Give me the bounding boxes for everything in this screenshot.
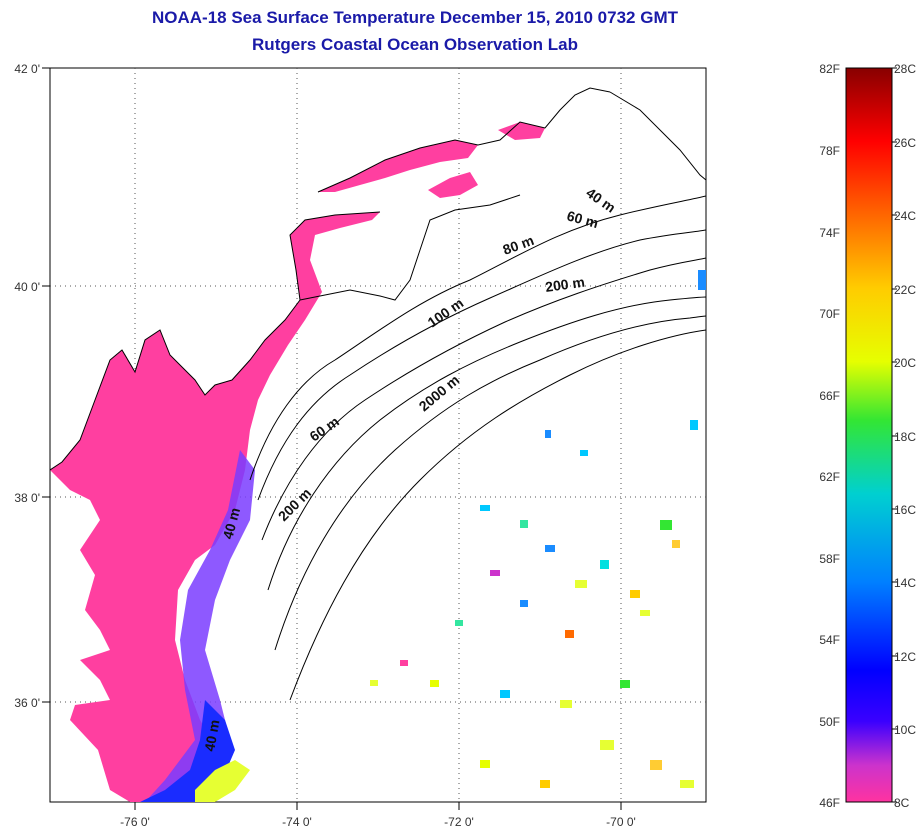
lon-tick-label: -70 0': [606, 815, 636, 829]
sst-sound-band: [428, 172, 478, 198]
colorbar-ticks: [892, 67, 897, 803]
colorbar-c-label: 12C: [894, 650, 916, 664]
colorbar: [845, 67, 893, 803]
depth-contours: [249, 195, 706, 701]
map-title: NOAA-18 Sea Surface Temperature December…: [152, 8, 678, 27]
colorbar-f-label: 62F: [819, 470, 840, 484]
colorbar-c-label: 20C: [894, 356, 916, 370]
colorbar-c-label: 18C: [894, 430, 916, 444]
sst-coastal-band: [50, 212, 380, 802]
sst-cape-cod-band: [498, 122, 545, 140]
contour-label: 200 m: [544, 274, 586, 295]
lon-tick-labels: -76 0' -74 0' -72 0' -70 0': [120, 815, 636, 829]
contour-label: 40 m: [219, 506, 243, 541]
colorbar-f-label: 46F: [819, 796, 840, 810]
sst-warm-patch: [195, 760, 250, 802]
colorbar-c-label: 14C: [894, 576, 916, 590]
sst-longisland-band: [318, 140, 478, 192]
colorbar-f-label: 74F: [819, 226, 840, 240]
map-subtitle: Rutgers Coastal Ocean Observation Lab: [252, 35, 578, 54]
colorbar-c-label: 26C: [894, 136, 916, 150]
colorbar-f-label: 82F: [819, 62, 840, 76]
sst-mid-band: [145, 450, 255, 802]
lat-tick-labels: 42 0' 40 0' 38 0' 36 0': [14, 62, 40, 710]
colorbar-f-label: 58F: [819, 552, 840, 566]
lon-tick-label: -72 0': [444, 815, 474, 829]
contour-label: 60 m: [565, 207, 600, 231]
frame-ticks: [42, 67, 622, 810]
lon-tick-label: -76 0': [120, 815, 150, 829]
lon-tick-label: -74 0': [282, 815, 312, 829]
map-layers: 40 m 60 m 80 m 200 m 100 m 2000 m 60 m 2…: [50, 68, 706, 802]
colorbar-c-labels: 28C 26C 24C 22C 20C 18C 16C 14C 12C 10C …: [894, 62, 916, 810]
colorbar-c-label: 16C: [894, 503, 916, 517]
colorbar-c-label: 28C: [894, 62, 916, 76]
colorbar-f-label: 66F: [819, 389, 840, 403]
coastline: [50, 87, 706, 471]
colorbar-f-label: 54F: [819, 633, 840, 647]
colorbar-c-label: 24C: [894, 209, 916, 223]
colorbar-c-label: 8C: [894, 796, 910, 810]
lat-tick-label: 42 0': [14, 62, 40, 76]
lat-tick-label: 36 0': [14, 696, 40, 710]
lat-tick-label: 40 0': [14, 280, 40, 294]
colorbar-f-label: 70F: [819, 307, 840, 321]
colorbar-f-label: 78F: [819, 144, 840, 158]
colorbar-c-label: 22C: [894, 283, 916, 297]
colorbar-c-label: 10C: [894, 723, 916, 737]
lat-tick-label: 38 0': [14, 491, 40, 505]
colorbar-f-labels: 82F 78F 74F 70F 66F 62F 58F 54F 50F 46F: [819, 62, 840, 810]
sst-offshore-scatter: [370, 270, 706, 788]
colorbar-f-label: 50F: [819, 715, 840, 729]
contour-label: 40 m: [201, 718, 222, 752]
